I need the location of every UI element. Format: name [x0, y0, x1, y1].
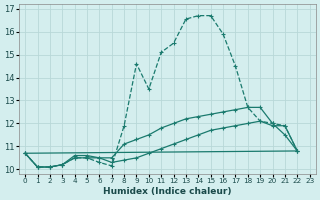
- X-axis label: Humidex (Indice chaleur): Humidex (Indice chaleur): [103, 187, 232, 196]
